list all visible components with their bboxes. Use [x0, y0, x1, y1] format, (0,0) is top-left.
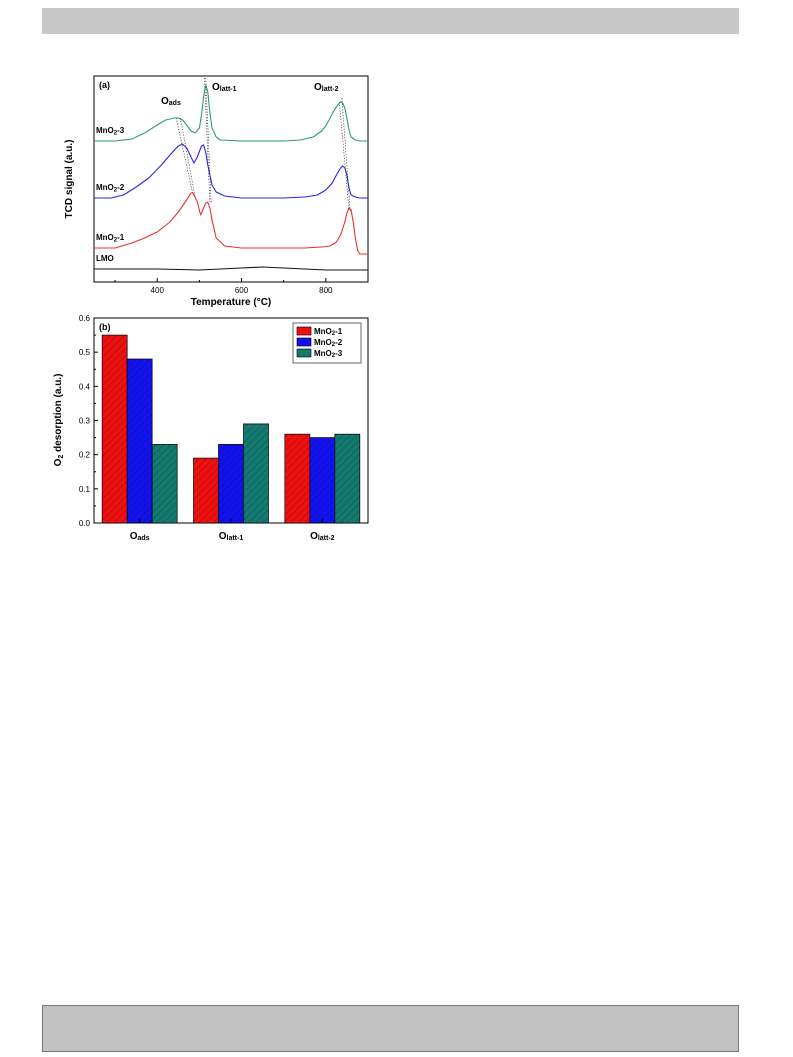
y-tick-label: 0.4	[79, 382, 91, 391]
legend-swatch-bar_mno2_3	[296, 348, 312, 358]
y-tick-label: 0.3	[79, 417, 91, 426]
tpd-chart: 400 600 800 MnO2-3 MnO2-2 MnO2-1 LMO (a) Oads…	[64, 75, 369, 308]
x-tick-label: 800	[319, 286, 333, 295]
y-tick-label: 0.6	[79, 314, 91, 323]
x-axis-label: Temperature (°C)	[191, 297, 272, 308]
peak-guide-lines	[175, 77, 351, 213]
guide-line	[205, 77, 212, 204]
curve-lmo	[94, 266, 368, 271]
series-label-mno2_1: MnO2-1	[96, 233, 125, 244]
series-labels: MnO2-3 MnO2-2 MnO2-1 LMO	[96, 126, 125, 263]
x-category-label: Oads	[130, 531, 150, 542]
guide-line	[204, 77, 211, 203]
x-axis-ticks: 400 600 800	[114, 278, 369, 295]
plot-frame	[93, 75, 369, 283]
footer-box	[42, 1005, 739, 1052]
panel-label: (a)	[99, 80, 110, 90]
panel-label: (b)	[99, 322, 111, 332]
y-tick-label: 0.0	[79, 519, 91, 528]
x-tick-label: 600	[235, 286, 249, 295]
legend-label-bar_mno2_1: MnO2-1	[314, 327, 343, 337]
legend-label-bar_mno2_2: MnO2-2	[314, 338, 343, 348]
x-axis-ticks: Oads Olatt-1 Olatt-2	[130, 519, 335, 542]
y-axis-label: O2 desorption (a.u.)	[53, 374, 65, 467]
y-tick-label: 0.5	[79, 348, 91, 357]
peak-label-latt1: Olatt-1	[212, 82, 237, 93]
guide-line	[338, 101, 350, 211]
x-tick-label: 400	[151, 286, 165, 295]
series-label-mno2_3: MnO2-3	[96, 126, 125, 137]
bar-hatch	[334, 434, 360, 523]
bar-hatch	[193, 458, 219, 523]
y-tick-label: 0.2	[79, 451, 91, 460]
series-label-lmo: LMO	[96, 254, 114, 263]
curve-mno2_1	[94, 192, 368, 255]
peak-label-ads: Oads	[161, 96, 181, 107]
bar-hatch	[127, 359, 153, 523]
bar-hatch	[309, 437, 335, 523]
bar-hatch	[152, 444, 178, 523]
bar-hatch	[284, 434, 310, 523]
guide-line	[180, 117, 196, 198]
legend-swatch-bar_mno2_1	[296, 326, 312, 336]
y-axis-ticks: 0.0 0.1 0.2 0.3 0.4 0.5 0.6	[79, 314, 98, 528]
y-axis-label: TCD signal (a.u.)	[64, 140, 75, 219]
y-tick-label: 0.1	[79, 485, 91, 494]
legend-swatch-bar_mno2_2	[296, 337, 312, 347]
curve-mno2_2	[94, 143, 368, 199]
bar-hatch	[243, 423, 269, 523]
series-label-mno2_2: MnO2-2	[96, 183, 125, 194]
legend-label-bar_mno2_3: MnO2-3	[314, 349, 343, 359]
guide-line	[341, 97, 351, 213]
o2-desorption-chart: 0.0 0.1 0.2 0.3 0.4 0.5 0.6 Oads Olatt-1 Olatt-2…	[53, 314, 369, 542]
x-category-label: Olatt-1	[219, 531, 244, 542]
peak-label-latt2: Olatt-2	[314, 82, 339, 93]
guide-line	[175, 117, 194, 196]
bar-hatch	[102, 335, 128, 523]
header-bar	[42, 8, 739, 34]
bar-hatch	[218, 444, 244, 523]
x-category-label: Olatt-2	[310, 531, 335, 542]
bar-series	[101, 334, 361, 524]
